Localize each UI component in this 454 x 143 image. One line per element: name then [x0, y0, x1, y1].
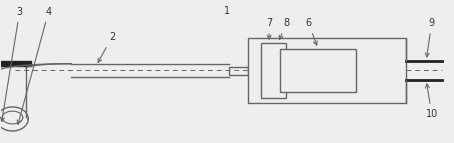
Text: 1: 1: [224, 6, 230, 16]
Bar: [280, 49, 356, 92]
Text: 5: 5: [0, 142, 1, 143]
Text: 4: 4: [17, 7, 52, 124]
Text: 2: 2: [98, 32, 115, 62]
Text: 9: 9: [425, 18, 434, 57]
Bar: [247, 38, 406, 103]
Text: 8: 8: [279, 18, 289, 39]
Text: 7: 7: [266, 18, 272, 39]
Text: 10: 10: [425, 84, 438, 119]
Text: 3: 3: [0, 7, 23, 121]
Text: 6: 6: [306, 18, 317, 45]
Bar: [229, 66, 247, 75]
Bar: [261, 43, 286, 98]
